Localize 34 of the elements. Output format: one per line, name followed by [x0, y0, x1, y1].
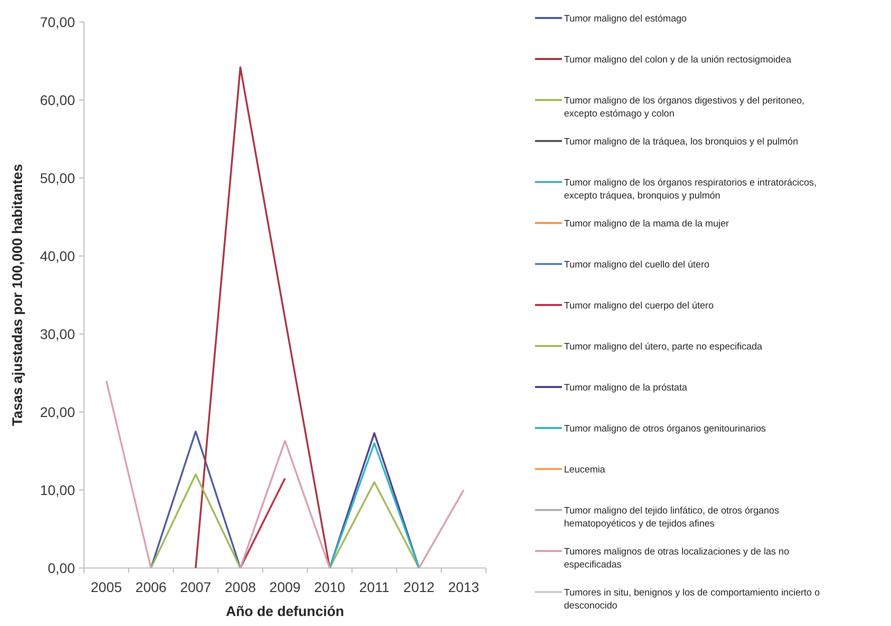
legend-label: Tumor maligno del estómago	[564, 14, 687, 24]
legend-label: Tumor maligno del colon y de la unión rectosigmoidea	[564, 54, 792, 66]
legend-label: Tumor maligno de la próstata	[564, 382, 688, 394]
y-tick-label: 60,00	[40, 92, 76, 108]
x-tick-label: 2009	[269, 579, 301, 595]
legend-label: Tumor maligno del tejido linfático, de otros órganos hematopoyéticos y de tejidos afines	[564, 506, 780, 530]
y-tick-label: 0,00	[48, 560, 76, 576]
legend-label: Tumor maligno de los órganos respiratorios e intratorácicos, excepto tráquea, bronquios y pulmón	[564, 178, 817, 202]
x-tick-label: 2006	[135, 579, 167, 595]
y-axis-title: Tasas ajustadas por 100,000 habitantes	[9, 164, 25, 426]
x-tick-label: 2011	[359, 579, 390, 595]
legend-label: Tumor maligno de los órganos digestivos y del peritoneo, excepto estómago y colon	[564, 96, 804, 120]
y-tick-label: 70,00	[40, 14, 76, 30]
x-tick-label: 2007	[180, 579, 212, 595]
legend-label: Tumores in situ, benignos y los de comportamiento incierto o desconocido	[564, 588, 820, 612]
legend-label: Tumores malignos de otras localizaciones y de las no especificadas	[564, 546, 790, 570]
y-tick-label: 30,00	[40, 326, 76, 342]
y-tick-label: 50,00	[40, 170, 76, 186]
y-tick-label: 20,00	[40, 404, 76, 420]
x-axis-title: Año de defunción	[226, 603, 344, 619]
y-tick-label: 10,00	[40, 482, 76, 498]
legend-label: Tumor maligno del cuerpo del útero	[564, 300, 714, 312]
legend-label: Tumor maligno de la mama de la mujer	[564, 218, 729, 230]
legend-label: Tumor maligno de la tráquea, los bronquios y el pulmón	[564, 136, 798, 148]
x-tick-label: 2005	[90, 579, 122, 595]
legend-label: Leucemia	[564, 464, 606, 476]
legend-label: Tumor maligno de otros órganos genitourinarios	[564, 424, 766, 434]
x-tick-label: 2012	[403, 579, 435, 595]
legend-label: Tumor maligno del útero, parte no especificada	[564, 342, 763, 352]
legend-label: Tumor maligno del cuello del útero	[564, 260, 710, 270]
y-tick-label: 40,00	[40, 248, 76, 264]
x-tick-label: 2013	[448, 579, 480, 595]
x-tick-label: 2008	[224, 579, 256, 595]
x-tick-label: 2010	[314, 579, 346, 595]
